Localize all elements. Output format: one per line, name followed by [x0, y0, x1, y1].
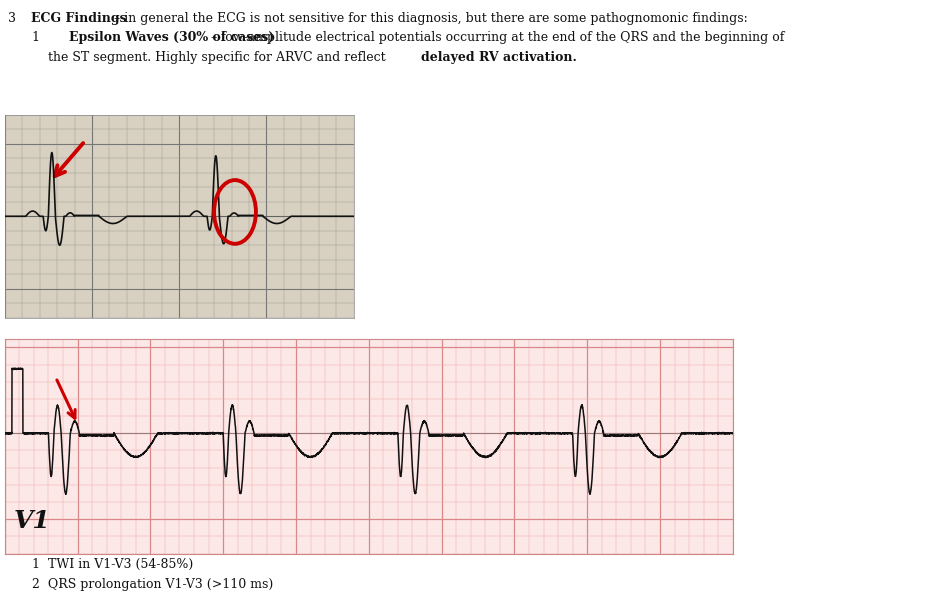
Text: 1  TWI in V1-V3 (54-85%): 1 TWI in V1-V3 (54-85%) [8, 558, 192, 571]
Text: – in general the ECG is not sensitive for this diagnosis, but there are some pat: – in general the ECG is not sensitive fo… [110, 12, 748, 25]
Text: Epsilon Waves (30% of cases): Epsilon Waves (30% of cases) [69, 31, 275, 44]
Text: V1: V1 [14, 509, 50, 533]
Text: the ST segment. Highly specific for ARVC and reflect: the ST segment. Highly specific for ARVC… [8, 51, 390, 64]
Text: – low-amplitude electrical potentials occurring at the end of the QRS and the be: – low-amplitude electrical potentials oc… [207, 31, 784, 44]
Text: 3: 3 [8, 12, 24, 25]
Text: 2  QRS prolongation V1-V3 (>110 ms): 2 QRS prolongation V1-V3 (>110 ms) [8, 578, 273, 591]
Text: 1: 1 [8, 31, 47, 44]
Text: delayed RV activation.: delayed RV activation. [421, 51, 576, 64]
Text: ECG Findings: ECG Findings [31, 12, 127, 25]
